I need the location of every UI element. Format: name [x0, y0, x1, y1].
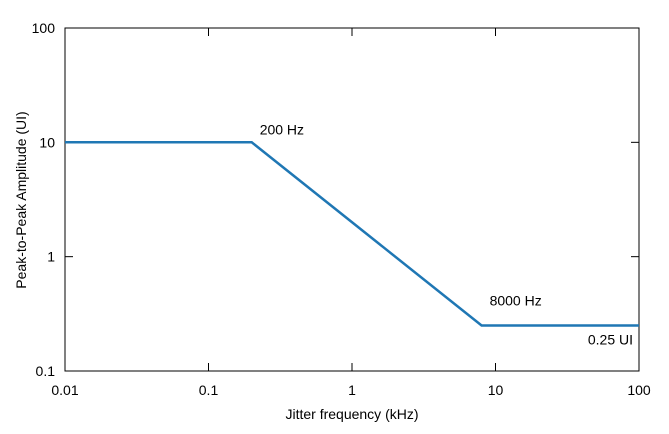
x-axis-ticks: 0.01 0.1 1 10 100	[51, 28, 651, 398]
series-line	[65, 141, 639, 327]
annotations: 200 Hz 8000 Hz 0.25 UI	[260, 121, 633, 347]
y-axis-title: Peak-to-Peak Amplitude (UI)	[13, 111, 29, 288]
annotation-label: 200 Hz	[260, 121, 304, 137]
y-axis-ticks: 0.1 1 10 100	[32, 20, 639, 379]
plot-frame	[64, 27, 640, 372]
x-tick-label: 0.1	[199, 382, 219, 398]
x-tick-label: 1	[348, 382, 356, 398]
annotation-label: 8000 Hz	[490, 293, 542, 309]
x-axis-title: Jitter frequency (kHz)	[285, 406, 418, 422]
x-tick-label: 0.01	[51, 382, 78, 398]
y-tick-label: 100	[32, 20, 56, 36]
annotation-label: 0.25 UI	[588, 332, 633, 348]
y-tick-label: 10	[39, 134, 55, 150]
x-tick-label: 10	[488, 382, 504, 398]
x-tick-label: 100	[627, 382, 651, 398]
y-tick-label: 0.1	[36, 363, 56, 379]
y-tick-label: 1	[47, 249, 55, 265]
